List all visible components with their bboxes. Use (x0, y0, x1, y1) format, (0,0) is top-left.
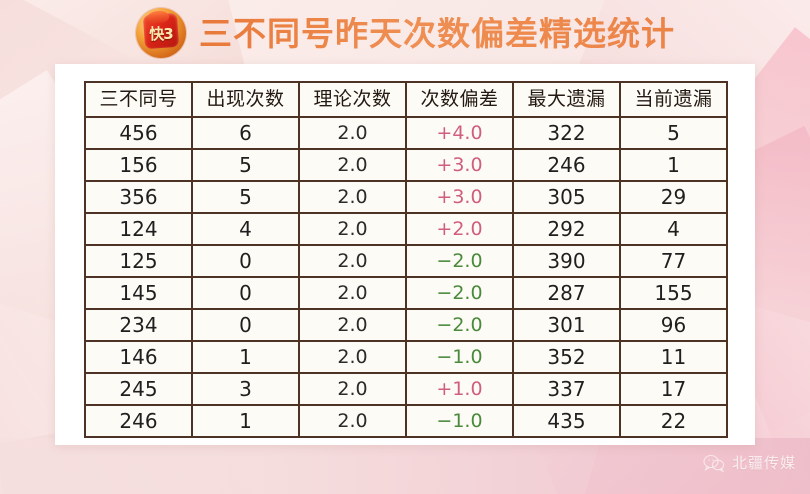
cell-theoretical: 2.0 (298, 404, 407, 438)
cell-max-miss: 435 (512, 404, 621, 438)
logo-label: 快3 (149, 24, 173, 43)
table-row: 234 0 2.0 −2.0 301 96 (84, 308, 728, 342)
background-bottom-strip (0, 438, 810, 494)
cell-max-miss: 337 (512, 372, 621, 406)
cell-combo: 156 (84, 148, 193, 182)
statistics-table: 三不同号 出现次数 理论次数 次数偏差 最大遗漏 当前遗漏 456 6 2.0 +4.… (84, 81, 728, 438)
cell-combo: 125 (84, 244, 193, 278)
table-row: 146 1 2.0 −1.0 352 11 (84, 340, 728, 374)
cell-current-miss: 77 (619, 244, 728, 278)
cell-max-miss: 246 (512, 148, 621, 182)
cell-combo: 146 (84, 340, 193, 374)
cell-deviation: −2.0 (405, 276, 514, 310)
table-row: 246 1 2.0 −1.0 435 22 (84, 404, 728, 438)
page-title: 三不同号昨天次数偏差精选统计 (199, 13, 675, 53)
cell-current-miss: 155 (619, 276, 728, 310)
cell-occurrences: 0 (191, 276, 300, 310)
cell-combo: 356 (84, 180, 193, 214)
cell-theoretical: 2.0 (298, 340, 407, 374)
page-header: 快3 三不同号昨天次数偏差精选统计 (0, 0, 810, 66)
cell-combo: 234 (84, 308, 193, 342)
table-header-row: 三不同号 出现次数 理论次数 次数偏差 最大遗漏 当前遗漏 (84, 81, 728, 118)
table-row: 156 5 2.0 +3.0 246 1 (84, 148, 728, 182)
table-row: 125 0 2.0 −2.0 390 77 (84, 244, 728, 278)
red-dice-cube-icon: 快3 (135, 7, 187, 59)
cell-deviation: +3.0 (405, 180, 514, 214)
cell-current-miss: 5 (619, 116, 728, 150)
table-row: 356 5 2.0 +3.0 305 29 (84, 180, 728, 214)
table-header: 三不同号 出现次数 理论次数 次数偏差 最大遗漏 当前遗漏 (84, 81, 728, 118)
column-header-deviation: 次数偏差 (405, 81, 514, 118)
watermark: 北疆传媒 (703, 452, 796, 473)
cell-current-miss: 22 (619, 404, 728, 438)
cell-deviation: −1.0 (405, 404, 514, 438)
cell-theoretical: 2.0 (298, 148, 407, 182)
cell-combo: 124 (84, 212, 193, 246)
cell-combo: 246 (84, 404, 193, 438)
cell-occurrences: 1 (191, 404, 300, 438)
cell-current-miss: 4 (619, 212, 728, 246)
cell-occurrences: 1 (191, 340, 300, 374)
table-body: 456 6 2.0 +4.0 322 5 156 5 2.0 +3.0 246 1 356 5 2.0 +3.… (84, 116, 728, 438)
table-row: 245 3 2.0 +1.0 337 17 (84, 372, 728, 406)
watermark-label: 北疆传媒 (731, 454, 796, 472)
cell-max-miss: 301 (512, 308, 621, 342)
cell-deviation: −1.0 (405, 340, 514, 374)
wechat-bubble-icon (703, 454, 725, 472)
cell-theoretical: 2.0 (298, 372, 407, 406)
cell-combo: 456 (84, 116, 193, 150)
cell-max-miss: 305 (512, 180, 621, 214)
cell-occurrences: 6 (191, 116, 300, 150)
cell-theoretical: 2.0 (298, 244, 407, 278)
column-header-current-miss: 当前遗漏 (619, 81, 728, 118)
cell-deviation: −2.0 (405, 308, 514, 342)
cell-max-miss: 352 (512, 340, 621, 374)
cell-deviation: +1.0 (405, 372, 514, 406)
table-row: 124 4 2.0 +2.0 292 4 (84, 212, 728, 246)
table-row: 456 6 2.0 +4.0 322 5 (84, 116, 728, 150)
column-header-occurrences: 出现次数 (191, 81, 300, 118)
cell-occurrences: 4 (191, 212, 300, 246)
cell-max-miss: 287 (512, 276, 621, 310)
cell-current-miss: 11 (619, 340, 728, 374)
column-header-combo: 三不同号 (84, 81, 193, 118)
cell-max-miss: 390 (512, 244, 621, 278)
cell-deviation: +3.0 (405, 148, 514, 182)
cell-occurrences: 0 (191, 244, 300, 278)
cell-current-miss: 96 (619, 308, 728, 342)
cell-theoretical: 2.0 (298, 308, 407, 342)
cell-max-miss: 292 (512, 212, 621, 246)
cell-theoretical: 2.0 (298, 180, 407, 214)
cell-current-miss: 29 (619, 180, 728, 214)
cell-theoretical: 2.0 (298, 276, 407, 310)
cell-deviation: −2.0 (405, 244, 514, 278)
cell-occurrences: 5 (191, 148, 300, 182)
cell-theoretical: 2.0 (298, 212, 407, 246)
cell-current-miss: 17 (619, 372, 728, 406)
cell-deviation: +4.0 (405, 116, 514, 150)
column-header-max-miss: 最大遗漏 (512, 81, 621, 118)
cell-occurrences: 5 (191, 180, 300, 214)
cell-deviation: +2.0 (405, 212, 514, 246)
column-header-theoretical: 理论次数 (298, 81, 407, 118)
cell-combo: 145 (84, 276, 193, 310)
table-row: 145 0 2.0 −2.0 287 155 (84, 276, 728, 310)
cell-theoretical: 2.0 (298, 116, 407, 150)
cell-current-miss: 1 (619, 148, 728, 182)
cell-occurrences: 0 (191, 308, 300, 342)
cell-max-miss: 322 (512, 116, 621, 150)
cell-combo: 245 (84, 372, 193, 406)
cell-occurrences: 3 (191, 372, 300, 406)
